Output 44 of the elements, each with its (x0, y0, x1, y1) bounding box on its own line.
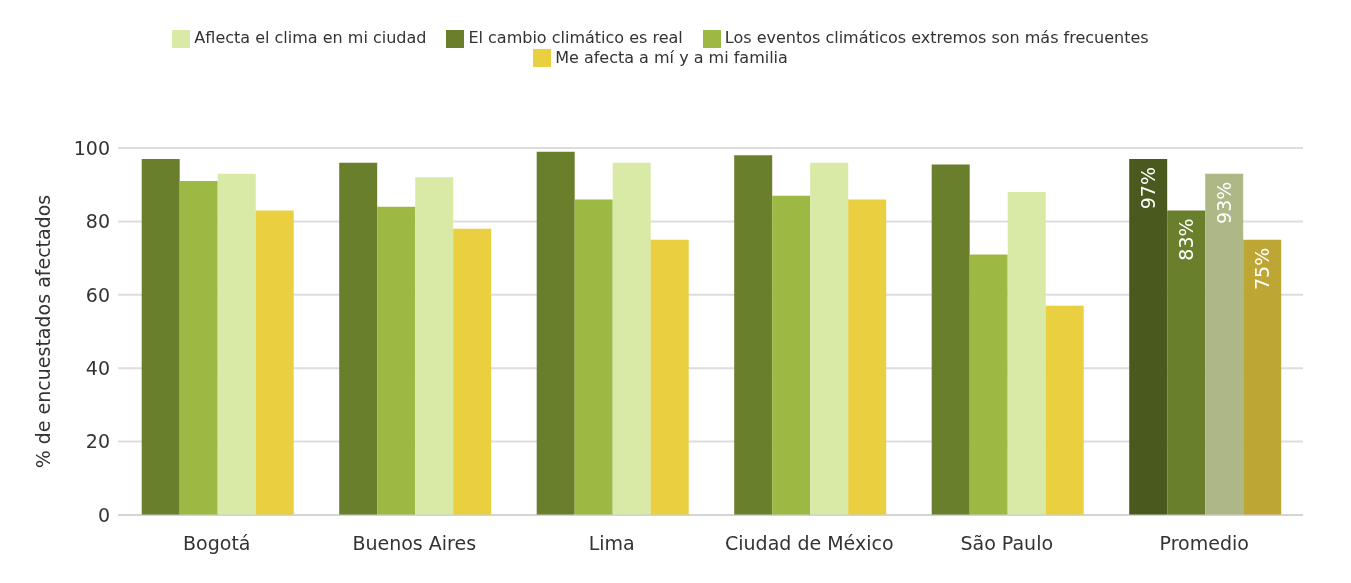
bar (217, 173, 256, 515)
bar (1129, 159, 1168, 515)
bar (453, 228, 492, 515)
bar (415, 177, 454, 515)
x-tick-label: Buenos Aires (352, 532, 477, 555)
bar (1243, 239, 1282, 515)
bar (255, 210, 294, 515)
bar (650, 239, 689, 515)
data-label: 97% (1137, 167, 1160, 210)
legend-label: Me afecta a mí y a mi familia (555, 47, 788, 67)
bar (574, 199, 613, 515)
bar (536, 151, 575, 515)
data-label: 75% (1251, 247, 1274, 290)
x-tick-label: Bogotá (183, 532, 251, 555)
data-label: 93% (1213, 181, 1236, 224)
bar (377, 206, 416, 515)
bar (734, 155, 773, 515)
bar (931, 164, 970, 515)
legend-label: Aflecta el clima en mi ciudad (194, 28, 427, 47)
x-tick-label: São Paulo (960, 532, 1054, 555)
bar (969, 254, 1008, 515)
y-axis-title: % de encuestados afectados (31, 194, 54, 469)
legend-label: El cambio climático es real (468, 28, 683, 47)
bar (339, 162, 378, 515)
y-tick-label: 40 (85, 356, 110, 379)
bar (141, 159, 180, 515)
y-tick-label: 60 (85, 283, 110, 306)
bar (612, 162, 651, 515)
y-tick-label: 100 (73, 136, 110, 159)
bar (848, 199, 887, 515)
bar (810, 162, 849, 515)
bar (1045, 305, 1084, 515)
legend-label: Los eventos climáticos extremos son más frecuentes (724, 28, 1149, 47)
x-tick-label: Promedio (1159, 532, 1249, 555)
x-tick-label: Ciudad de México (724, 532, 894, 555)
y-tick-label: 20 (85, 430, 110, 453)
data-label: 83% (1175, 218, 1198, 261)
y-tick-label: 0 (97, 503, 110, 526)
y-tick-label: 80 (85, 210, 110, 233)
x-tick-label: Lima (588, 532, 635, 555)
bar (1205, 173, 1244, 515)
bar (179, 181, 218, 515)
bar (772, 195, 811, 515)
bar (1007, 192, 1046, 515)
